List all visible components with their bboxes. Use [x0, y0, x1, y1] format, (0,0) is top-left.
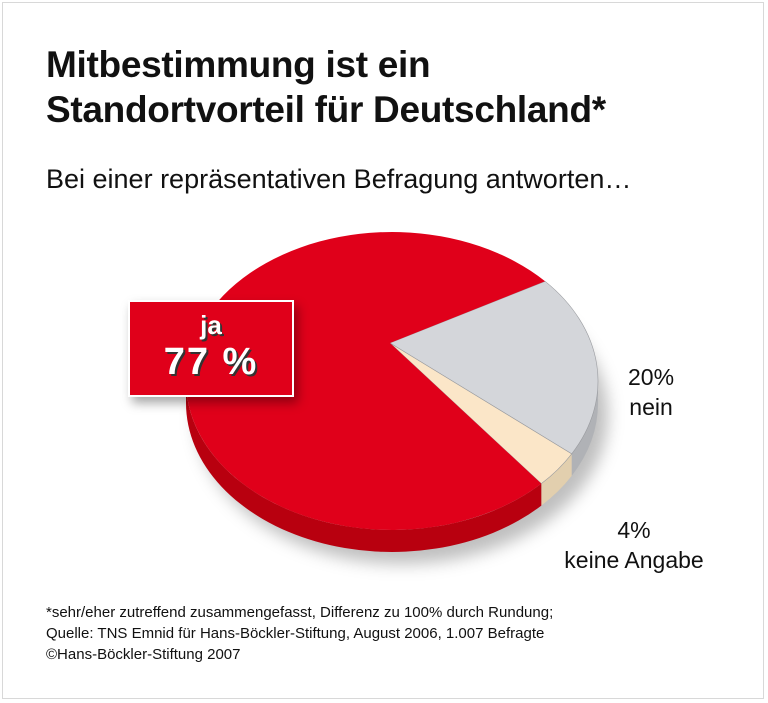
ja-value: 77 % — [163, 341, 259, 383]
pie-side-ja — [186, 381, 542, 552]
footnote-source: Quelle: TNS Emnid für Hans-Böckler-Stift… — [46, 625, 545, 642]
title-line-2: Standortvorteil für Deutschland* — [46, 89, 606, 130]
footnote: *sehr/eher zutreffend zusammengefasst, D… — [46, 602, 553, 665]
nein-value: 20% — [628, 364, 675, 390]
pie-slice-keine-angabe — [389, 342, 573, 485]
ja-label: ja — [200, 310, 222, 340]
slice-label-nein: 20% nein — [628, 362, 674, 422]
slice-label-keine-angabe: 4% keine Angabe — [554, 515, 714, 575]
slice-label-ja: ja 77 % — [128, 300, 294, 397]
footnote-line-1: *sehr/eher zutreffend zusammengefasst, D… — [46, 604, 554, 621]
pie-side-nein — [571, 381, 598, 476]
nein-label: nein — [629, 394, 673, 420]
footnote-copyright: ©Hans-Böckler-Stiftung 2007 — [46, 646, 241, 663]
chart-title: Mitbestimmung ist ein Standortvorteil fü… — [46, 42, 606, 132]
title-line-1: Mitbestimmung ist ein — [46, 44, 431, 85]
pie-slice-nein — [389, 280, 599, 455]
keine-angabe-value: 4% — [617, 517, 651, 543]
chart-subtitle: Bei einer repräsentativen Befragung antw… — [46, 164, 632, 194]
pie-side-keine-angabe — [541, 453, 572, 506]
keine-angabe-label: keine Angabe — [564, 547, 704, 573]
